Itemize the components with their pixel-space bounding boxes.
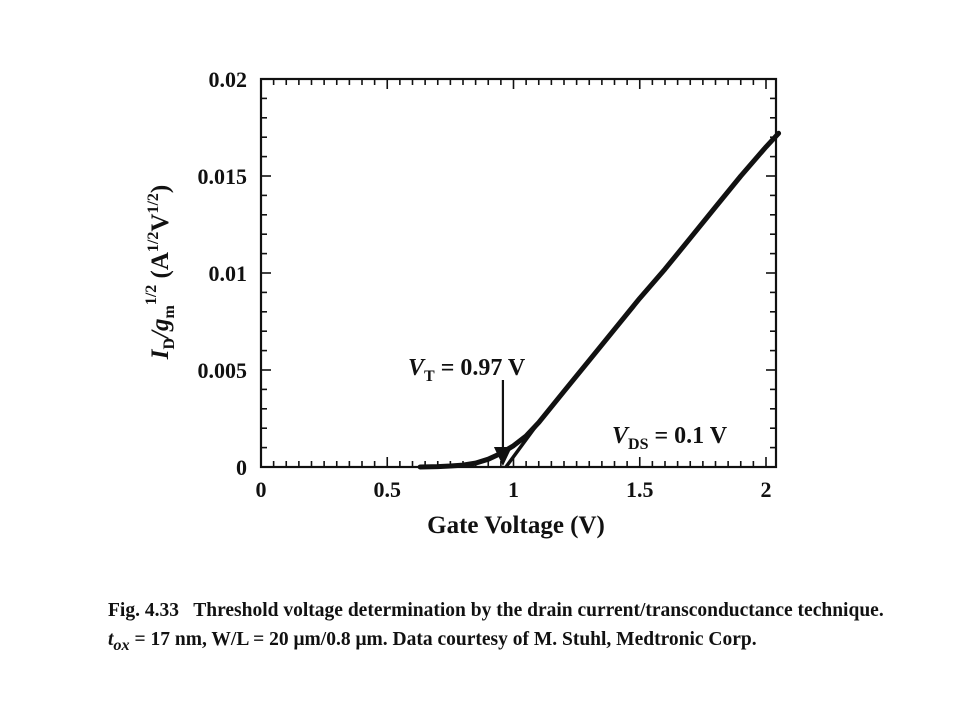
caption-text-1: Threshold voltage determination by the d…: [193, 600, 884, 621]
caption-line-2: tox = 17 nm, W/L = 20 μm/0.8 μm. Data co…: [108, 625, 950, 660]
y-tick-label: 0.005: [198, 358, 248, 383]
x-tick-label: 2: [761, 477, 772, 502]
figure-caption: Fig. 4.33 Threshold voltage determinatio…: [108, 596, 950, 660]
figure-label: Fig. 4.33: [108, 600, 179, 621]
data-curve: [417, 130, 782, 470]
plot-frame: [259, 77, 778, 469]
plot-area: 0 0.5 1 1.5 2 0 0.005 0.01 0.015 0.02: [198, 67, 782, 502]
extrapolation-line: [504, 421, 541, 469]
tox-symbol: t: [108, 629, 114, 650]
svg-text:ID/gm1/2 (A1/2V1/2): ID/gm1/2 (A1/2V1/2): [143, 185, 178, 360]
vt-arrow-head: [493, 447, 512, 466]
vt-annotation: VT = 0.97 V: [408, 355, 526, 385]
x-tick-label: 0.5: [374, 477, 402, 502]
y-axis-title: ID/gm1/2 (A1/2V1/2): [143, 185, 178, 360]
tox-subscript: ox: [113, 635, 130, 654]
x-axis-title: Gate Voltage (V): [427, 512, 605, 539]
y-tick-label: 0.02: [209, 67, 248, 92]
x-tick-label: 1.5: [626, 477, 654, 502]
x-tick-label: 0: [256, 477, 267, 502]
caption-text-2: = 17 nm, W/L = 20 μm/0.8 μm. Data courte…: [129, 629, 757, 650]
x-tick-label: 1: [508, 477, 519, 502]
vds-annotation: VDS = 0.1 V: [612, 423, 728, 453]
y-tick-label: 0.01: [209, 261, 248, 286]
caption-line-1: Fig. 4.33 Threshold voltage determinatio…: [108, 596, 950, 625]
y-tick-label: 0: [236, 455, 247, 480]
threshold-voltage-chart: 0 0.5 1 1.5 2 0 0.005 0.01 0.015 0.02 Gate Voltag…: [143, 67, 782, 539]
y-tick-label: 0.015: [198, 164, 248, 189]
